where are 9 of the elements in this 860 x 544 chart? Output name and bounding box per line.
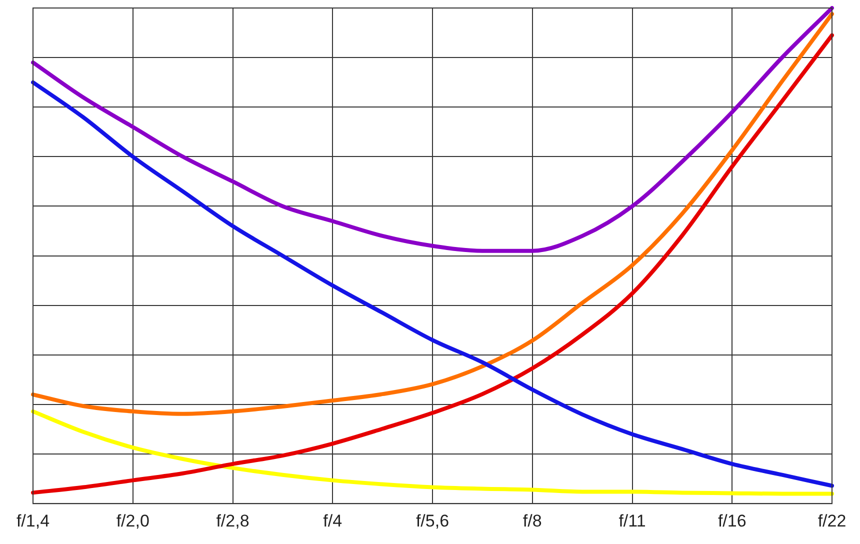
x-tick-label: f/5,6 [416, 511, 450, 530]
x-tick-label: f/11 [618, 511, 646, 530]
x-tick-label: f/2,8 [216, 511, 250, 530]
x-tick-label: f/1,4 [16, 511, 50, 530]
x-tick-label: f/4 [323, 511, 342, 530]
x-tick-label: f/22 [818, 511, 846, 530]
x-tick-label: f/16 [718, 511, 746, 530]
x-tick-label: f/8 [522, 511, 542, 530]
x-tick-label: f/2,0 [116, 511, 150, 530]
